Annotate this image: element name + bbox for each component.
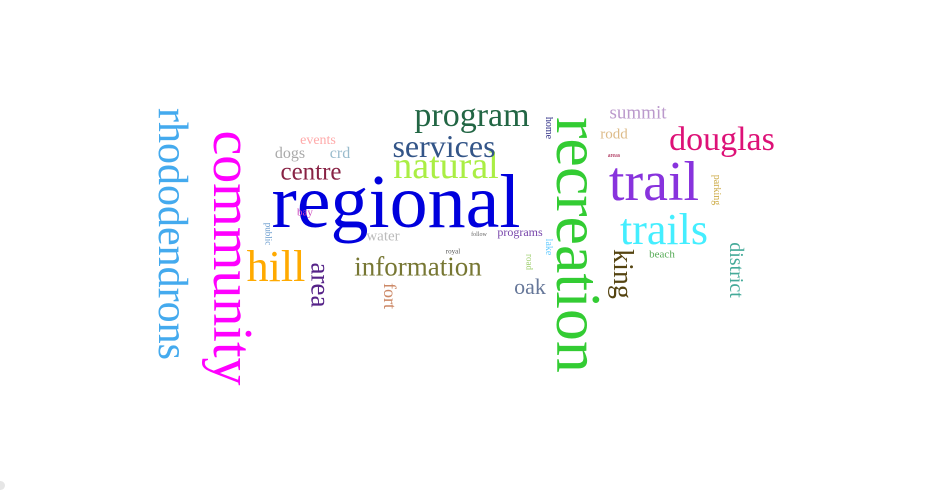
word-program: program (414, 97, 530, 134)
word-events: events (300, 133, 336, 148)
word-trails: trails (620, 205, 708, 254)
word-services: services (392, 128, 496, 164)
word-lake: lake (543, 238, 554, 256)
word-royal: royal (445, 247, 461, 256)
word-water: water (366, 228, 400, 245)
word-douglas: douglas (669, 121, 775, 158)
word-centre: centre (280, 158, 342, 186)
word-recreation: recreation (543, 117, 614, 373)
word-natural: natural (393, 145, 499, 187)
word-follow: follow (471, 232, 487, 238)
word-trail: trail (608, 151, 700, 213)
word-district: district (725, 242, 747, 298)
word-parking: parking (711, 174, 722, 206)
word-summit: summit (609, 102, 667, 124)
word-area: area (305, 262, 336, 308)
word-rodd: rodd (600, 126, 628, 143)
word-information: information (354, 251, 482, 282)
word-road: road (524, 254, 535, 270)
word-dogs: dogs (274, 145, 306, 162)
word-oak: oak (514, 274, 546, 299)
word-programs: programs (497, 225, 543, 239)
word-areas: areas (607, 153, 621, 159)
word-rhododendrons: rhododendrons (149, 108, 195, 360)
corner-mark (0, 481, 5, 490)
word-hill: hill (246, 242, 306, 291)
word-crd: crd (329, 145, 351, 162)
word-public: public (263, 222, 274, 246)
word-home: home (543, 116, 554, 140)
word-fort: fort (380, 283, 400, 309)
word-bay: bay (297, 206, 313, 219)
word-regional: regional (271, 160, 521, 244)
word-king: king (607, 249, 638, 299)
word-beach: beach (649, 248, 675, 261)
